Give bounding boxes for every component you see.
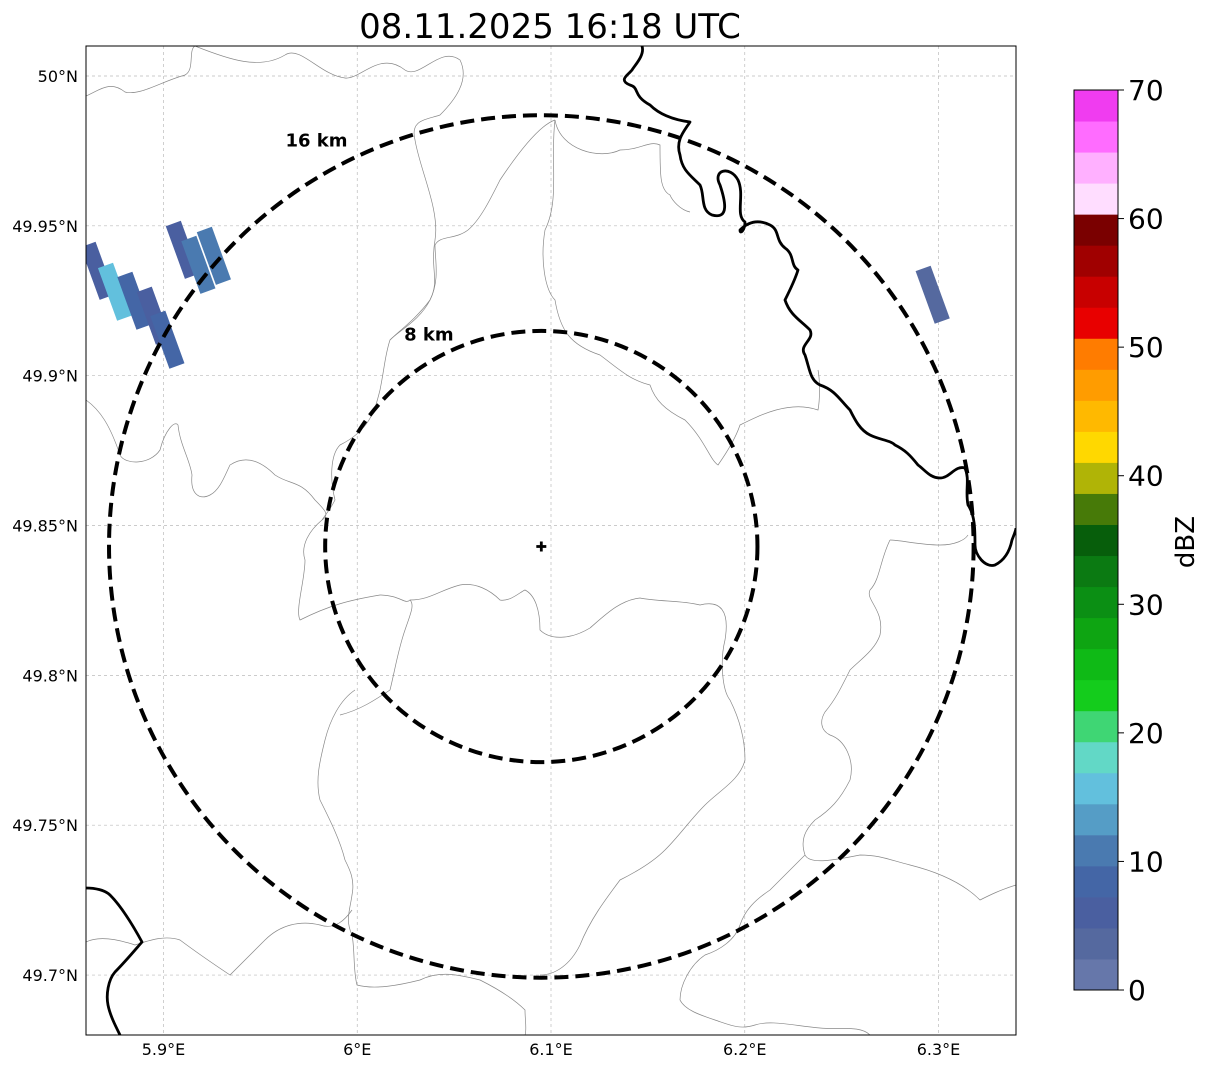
- colorbar-segment: [1074, 369, 1118, 401]
- colorbar-segment: [1074, 183, 1118, 215]
- colorbar-segment: [1074, 679, 1118, 712]
- colorbar-segment: [1074, 214, 1118, 246]
- colorbar-segment: [1074, 493, 1118, 525]
- colorbar-tick-label: 30: [1128, 588, 1164, 621]
- commune-boundaries: [86, 46, 1016, 1035]
- lon-tick-label: 6.3°E: [917, 1040, 961, 1059]
- range-ring: [107, 113, 976, 980]
- radar-echo-cell: [181, 235, 216, 294]
- lat-tick-label: 49.85°N: [12, 517, 78, 536]
- radar-echo-cell: [150, 310, 185, 369]
- radar-echo-cell: [97, 262, 133, 321]
- lon-tick-label: 6.2°E: [723, 1040, 767, 1059]
- lat-tick-label: 49.95°N: [12, 217, 78, 236]
- colorbar-tick-label: 50: [1128, 331, 1164, 364]
- lat-tick-label: 49.7°N: [22, 966, 78, 985]
- colorbar-segment: [1074, 958, 1118, 991]
- colorbar-tick-label: 10: [1128, 845, 1164, 878]
- colorbar-tick-label: 20: [1128, 717, 1164, 750]
- colorbar-segment: [1074, 152, 1118, 184]
- radar-echo-cell: [117, 271, 152, 330]
- colorbar-segment: [1074, 896, 1118, 929]
- radar-echo-cell: [196, 226, 231, 285]
- lat-tick-label: 50°N: [38, 67, 78, 86]
- colorbar-segment: [1074, 276, 1118, 308]
- map-frame: [85, 45, 1017, 1036]
- colorbar-segment: [1074, 90, 1118, 122]
- lon-tick-label: 6°E: [343, 1040, 371, 1059]
- lon-tick-label: 5.9°E: [142, 1040, 186, 1059]
- range-rings: 8 km 16 km: [107, 113, 976, 980]
- graticule: 5.9°E 6°E 6.1°E 6.2°E 6.3°E 50°N 49.95°N 49.9°N…: [12, 46, 1016, 1059]
- colorbar-segment: [1074, 245, 1118, 277]
- colorbar-segment: [1074, 927, 1118, 960]
- colorbar-label: dBZ: [1171, 516, 1201, 568]
- colorbar-segment: [1074, 648, 1118, 681]
- colorbar-tick-label: 0: [1128, 974, 1146, 1007]
- lat-tick-label: 49.75°N: [12, 816, 78, 835]
- colorbar-segment: [1074, 462, 1118, 494]
- lat-tick-label: 49.8°N: [22, 666, 78, 685]
- range-ring-label: 16 km: [285, 130, 347, 151]
- colorbar-segment: [1074, 121, 1118, 153]
- colorbar-segment: [1074, 803, 1118, 836]
- radar-echoes: [86, 220, 950, 369]
- map-content: 8 km 16 km: [86, 46, 1016, 1035]
- colorbar-segment: [1074, 338, 1118, 370]
- colorbar-segment: [1074, 431, 1118, 463]
- radar-site-marker: [536, 541, 547, 552]
- colorbar-frame: [1073, 89, 1119, 991]
- colorbar-segment: [1074, 772, 1118, 805]
- lat-tick-label: 49.9°N: [22, 367, 78, 386]
- colorbar-segment: [1074, 741, 1118, 774]
- colorbar-tick-label: 40: [1128, 460, 1164, 493]
- colorbar-tick-label: 60: [1128, 203, 1164, 236]
- colorbar: 0 10 20 30 40 50 60 70: [1073, 74, 1164, 1007]
- colorbar-tick-label: 70: [1128, 74, 1164, 107]
- colorbar-segment: [1074, 617, 1118, 650]
- colorbar-segment: [1074, 865, 1118, 898]
- range-ring: [323, 328, 760, 765]
- colorbar-segment: [1074, 307, 1118, 339]
- map-title: 08.11.2025 16:18 UTC: [359, 7, 741, 47]
- colorbar-segment: [1074, 834, 1118, 867]
- colorbar-segment: [1074, 524, 1118, 557]
- range-ring-label: 8 km: [404, 324, 454, 345]
- radar-echo-cell: [915, 265, 950, 324]
- lon-tick-label: 6.1°E: [529, 1040, 573, 1059]
- colorbar-segment: [1074, 710, 1118, 743]
- colorbar-segment: [1074, 400, 1118, 432]
- colorbar-segment: [1074, 555, 1118, 588]
- colorbar-segment: [1074, 586, 1118, 619]
